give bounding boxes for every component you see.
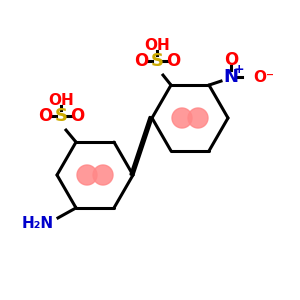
Text: O: O — [134, 52, 148, 70]
Text: O: O — [224, 51, 238, 69]
Text: N: N — [224, 68, 238, 86]
Text: OH: OH — [48, 93, 74, 108]
Text: O: O — [38, 107, 52, 125]
Text: S: S — [55, 107, 68, 125]
Text: O: O — [70, 107, 84, 125]
Circle shape — [93, 165, 113, 185]
Circle shape — [188, 108, 208, 128]
Text: OH: OH — [144, 38, 170, 52]
Text: O⁻: O⁻ — [253, 70, 274, 85]
Text: H₂N: H₂N — [22, 216, 54, 231]
Text: O: O — [166, 52, 180, 70]
Circle shape — [77, 165, 97, 185]
Circle shape — [172, 108, 192, 128]
Text: S: S — [151, 52, 164, 70]
Text: +: + — [234, 63, 244, 76]
